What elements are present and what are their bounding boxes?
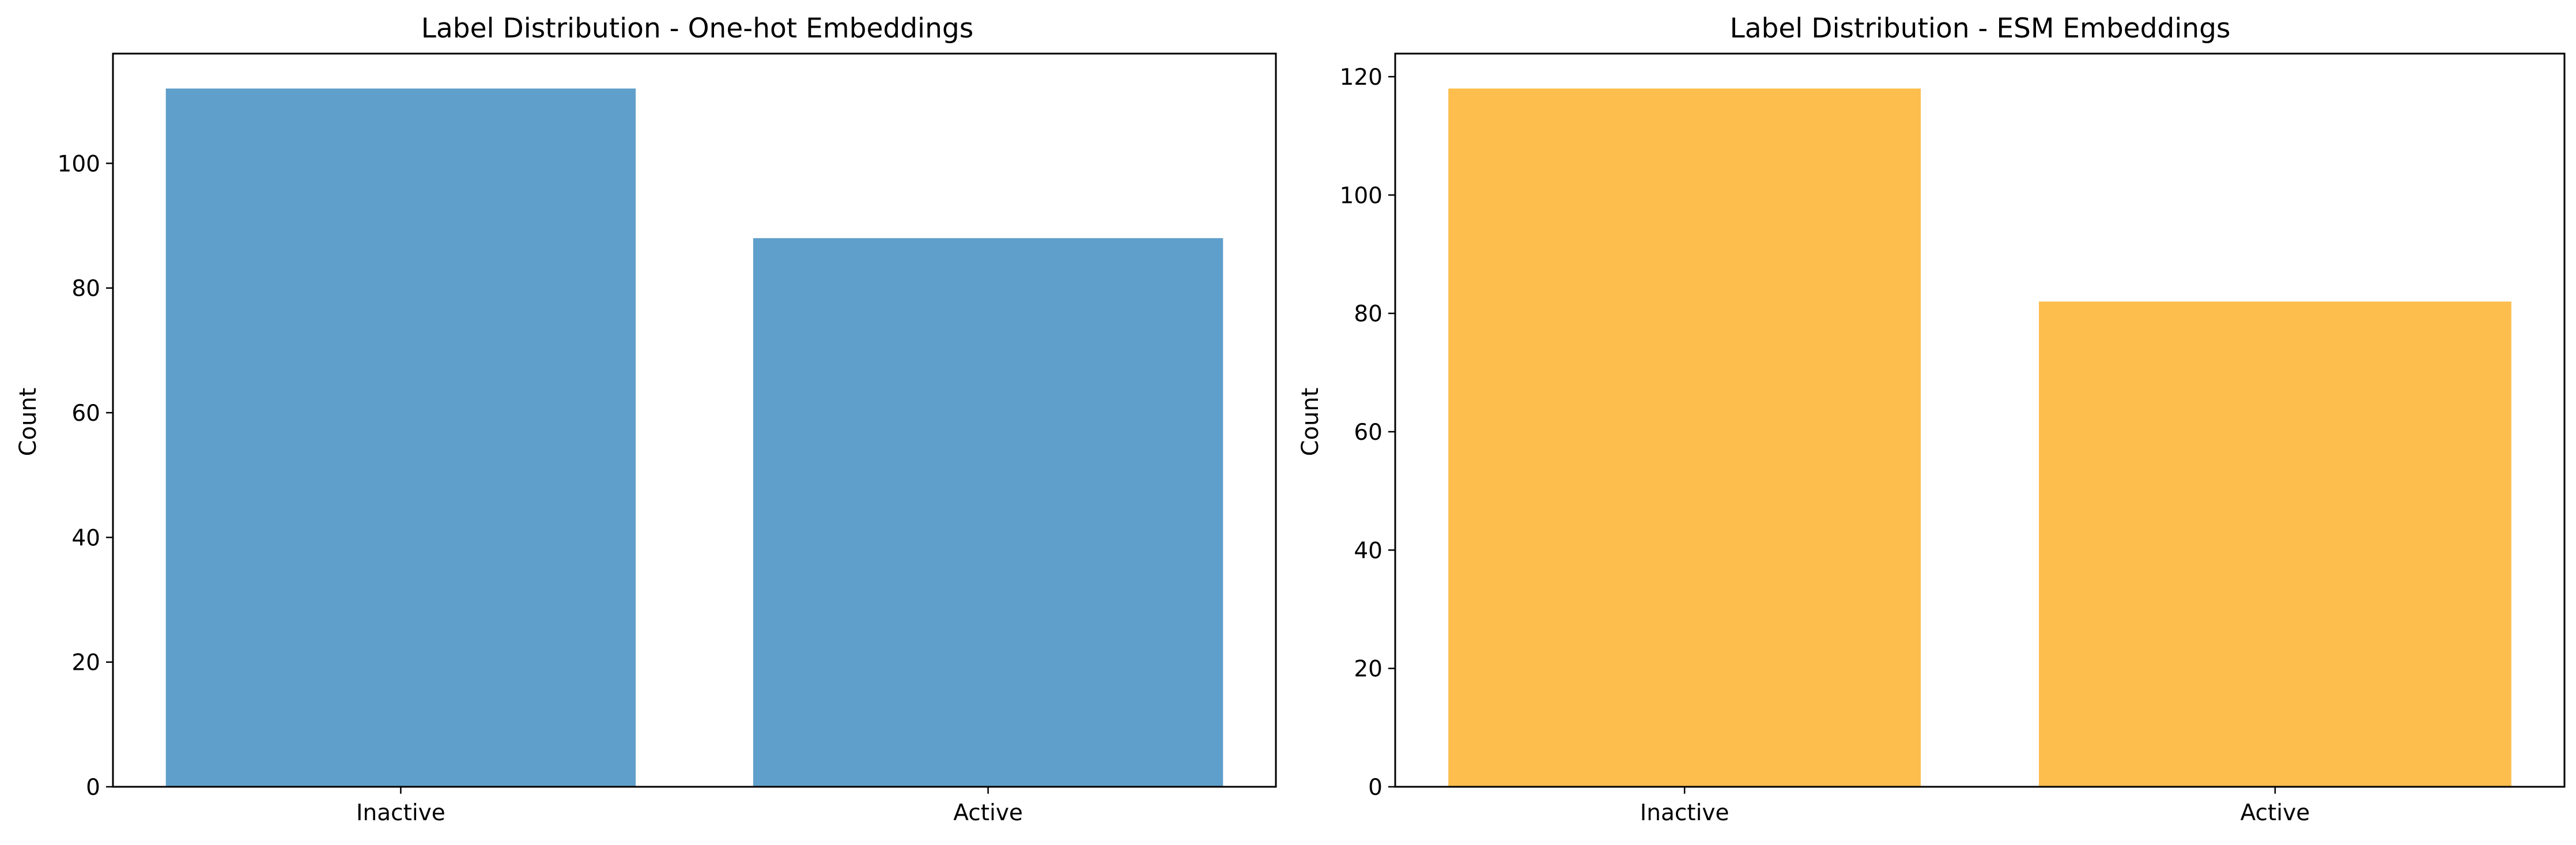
y-tick-label: 40 (1354, 538, 1383, 564)
y-tick-label: 20 (71, 650, 100, 676)
bar-inactive (1448, 88, 1921, 787)
y-tick-label: 80 (1354, 301, 1383, 327)
x-axis-ticks: Inactive Active (356, 787, 1023, 826)
plot-frame (1394, 52, 2566, 788)
y-axis-label: Count (15, 388, 41, 457)
y-axis-label: Count (1297, 388, 1324, 457)
y-tick-label: 20 (1354, 657, 1383, 682)
y-tick-label: 100 (58, 151, 100, 177)
y-tick-label: 120 (1340, 65, 1383, 90)
chart-esm: Label Distribution - ESM Embeddings Coun… (1297, 13, 2566, 826)
y-tick-label: 0 (86, 775, 100, 801)
chart-title: Label Distribution - ESM Embeddings (1730, 13, 2231, 44)
plot-frame (112, 52, 1277, 788)
x-axis-ticks: Inactive Active (1640, 787, 2310, 826)
bar-inactive (165, 88, 636, 787)
bar-active (2038, 301, 2511, 787)
y-tick-label: 60 (71, 401, 100, 427)
y-tick-label: 40 (71, 525, 100, 551)
x-tick-label: Inactive (356, 800, 445, 826)
bar-group (165, 88, 1223, 787)
y-tick-label: 60 (1354, 420, 1383, 446)
chart-onehot: Label Distribution - One-hot Embeddings … (15, 13, 1277, 826)
x-tick-label: Active (953, 800, 1023, 826)
y-axis-ticks: 0 20 40 60 80 100 (58, 151, 113, 801)
y-tick-label: 0 (1368, 775, 1383, 801)
x-tick-label: Active (2241, 800, 2310, 826)
y-axis-ticks: 0 20 40 60 80 100 120 (1340, 65, 1395, 801)
chart-title: Label Distribution - One-hot Embeddings (421, 13, 973, 44)
x-tick-label: Inactive (1640, 800, 1729, 826)
bar-group (1448, 88, 2511, 787)
y-tick-label: 100 (1340, 183, 1383, 209)
y-tick-label: 80 (71, 276, 100, 302)
bar-active (753, 238, 1223, 787)
